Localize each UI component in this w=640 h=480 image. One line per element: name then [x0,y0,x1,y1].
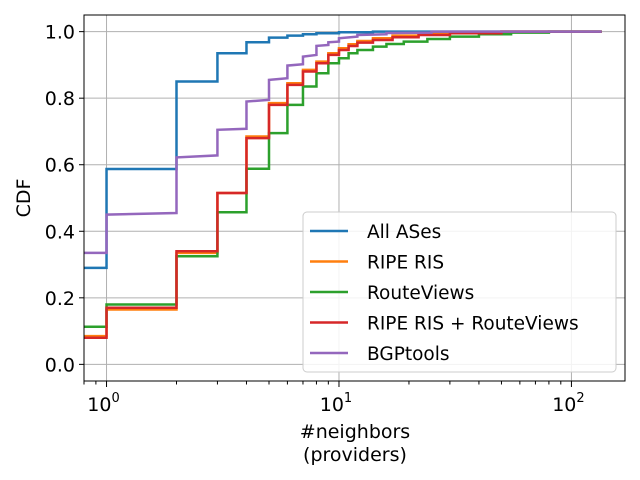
series-line-5 [84,30,602,255]
series-group [84,30,602,339]
plot-frame [83,14,626,382]
y-tick-label: 0.0 [45,354,75,376]
x-tick-label: 101 [320,391,352,416]
legend-label-1: All ASes [367,222,441,243]
y-tick-label: 0.2 [45,288,75,310]
series-line-4 [84,30,602,339]
x-axis-label-line1: #neighbors [300,421,410,443]
y-tick-label: 0.6 [45,155,75,177]
y-tick-label: 0.4 [45,221,75,243]
x-tick-label: 102 [552,391,584,416]
legend-label-5: BGPtools [367,344,450,365]
y-axis-label: CDF [13,179,35,218]
legend-label-2: RIPE RIS [367,253,444,274]
axis-ticks: 0.0 0.2 0.4 0.6 0.8 1.0 100 101 102 [45,22,585,416]
legend-label-4: RIPE RIS + RouteViews [367,314,579,335]
legend-box [302,211,617,373]
legend: All ASes RIPE RIS RouteViews RIPE RIS + Rou… [302,211,617,373]
series-line-1 [84,30,602,270]
y-tick-label: 1.0 [45,22,75,44]
legend-label-3: RouteViews [367,283,474,304]
x-axis-label-line2: (providers) [303,444,407,466]
y-tick-label: 0.8 [45,88,75,110]
series-line-3 [84,30,602,329]
x-tick-label: 100 [87,391,119,416]
